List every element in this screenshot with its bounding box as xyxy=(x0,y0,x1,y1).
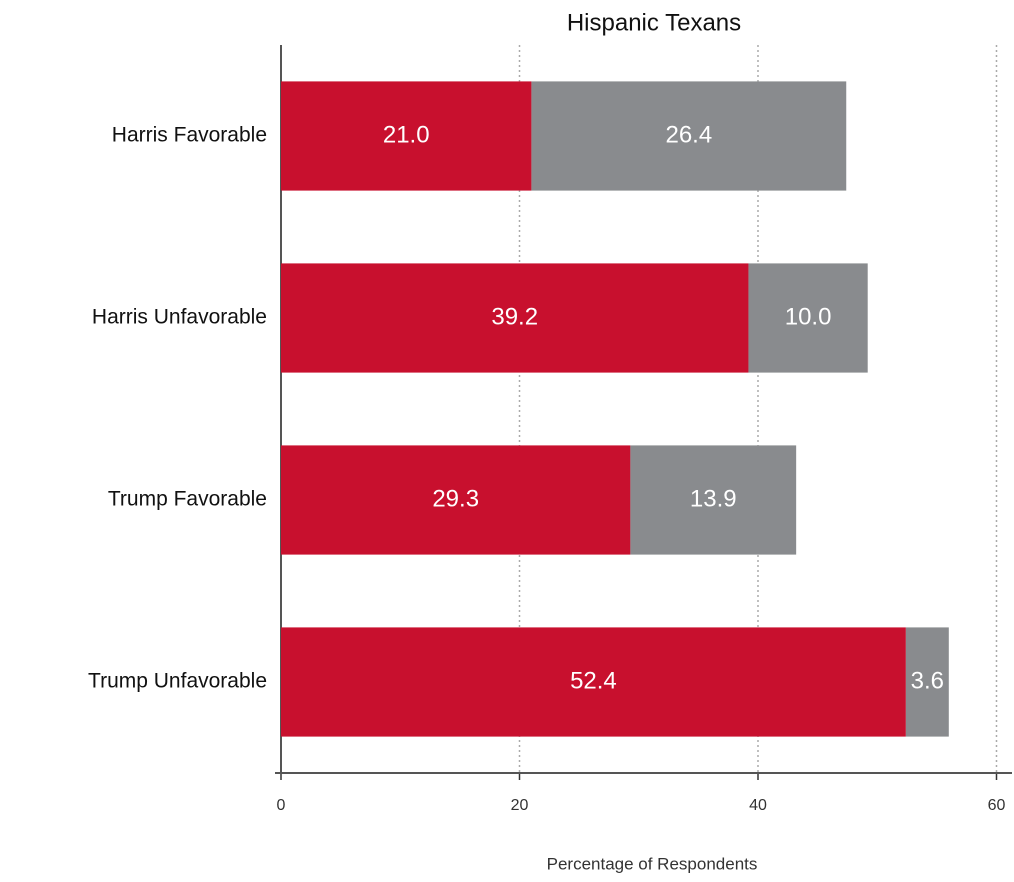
value-label: 26.4 xyxy=(665,121,712,148)
x-axis-label: Percentage of Respondents xyxy=(547,854,758,873)
y-tick-label: Trump Unfavorable xyxy=(88,670,267,693)
value-label: 3.6 xyxy=(911,667,944,694)
value-label: 39.2 xyxy=(491,303,538,330)
y-tick-label: Harris Favorable xyxy=(112,124,267,147)
value-label: 29.3 xyxy=(432,485,479,512)
bar-segment xyxy=(281,81,532,191)
bar-segment xyxy=(281,445,631,555)
value-label: 10.0 xyxy=(785,303,832,330)
y-tick-label: Trump Favorable xyxy=(108,488,267,511)
bar-segment xyxy=(905,627,949,737)
value-label: 21.0 xyxy=(383,121,430,148)
bar-segment xyxy=(748,263,868,373)
bar-segment xyxy=(281,627,906,737)
bar-segment xyxy=(531,81,847,191)
y-tick-label: Harris Unfavorable xyxy=(92,306,267,329)
value-label: 13.9 xyxy=(690,485,737,512)
x-tick-label: 0 xyxy=(277,797,286,814)
chart-title: Hispanic Texans xyxy=(567,9,741,36)
x-tick-label: 40 xyxy=(749,797,767,814)
bar-segment xyxy=(630,445,797,555)
value-label: 52.4 xyxy=(570,667,617,694)
bar-segment xyxy=(281,263,749,373)
x-tick-label: 20 xyxy=(511,797,529,814)
x-tick-label: 60 xyxy=(988,797,1006,814)
